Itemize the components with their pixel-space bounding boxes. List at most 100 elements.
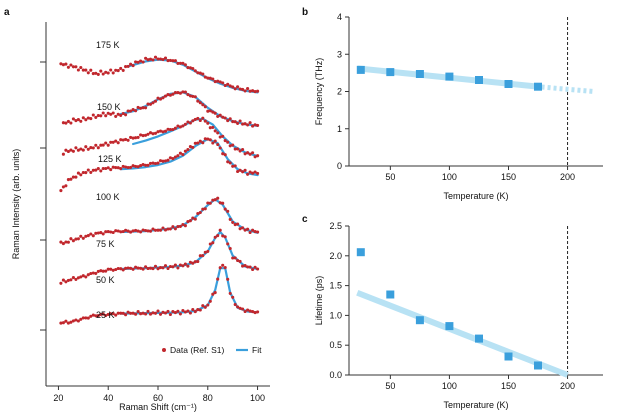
data-point [79,317,83,321]
data-point [176,124,180,128]
data-point [66,65,70,69]
data-point [129,165,133,169]
data-point [64,280,68,284]
data-point [139,266,143,270]
data-point [196,71,200,75]
data-point [166,227,170,231]
panel-c-x-tick-label: 50 [385,381,395,391]
data-point [208,138,212,142]
data-point [96,231,100,235]
data-point [153,55,158,59]
panel-b-x-axis-label: Temperature (K) [443,191,508,201]
data-point [231,220,235,224]
data-point [74,175,78,179]
data-point [241,122,245,126]
data-point [168,93,172,97]
data-point [76,171,80,175]
data-point [86,168,90,172]
data-point [59,62,63,66]
data-point [188,311,192,315]
data-point [111,312,115,316]
data-point [231,256,235,260]
data-point [206,303,210,307]
data-point [139,230,143,234]
data-point [203,119,207,123]
data-point [213,111,217,115]
data-point [64,62,68,66]
data-point [69,278,73,282]
data-point [193,310,197,314]
data-point [246,172,250,176]
data-point [124,113,128,117]
data-point [256,154,260,158]
data-point [139,106,143,110]
data-point [218,266,222,270]
data-point [69,320,73,324]
data-point [176,154,180,158]
data-point [168,128,172,132]
data-point [146,309,150,313]
data-point [186,309,190,313]
data-point [201,103,205,107]
data-point [124,165,128,169]
panel-c-x-tick-label: 100 [442,381,457,391]
data-point [206,249,210,253]
data-point [84,316,88,320]
data-point [233,87,237,91]
data-point [126,64,130,68]
a-x-tick-label: 80 [203,393,213,403]
data-point [161,130,165,134]
data-point [181,61,185,65]
data-point [81,170,85,175]
data-point [144,133,148,137]
data-point [176,91,180,95]
data-point [228,246,232,251]
data-point [183,122,187,126]
data-point [248,265,252,269]
data-point [79,147,83,151]
data-point [171,59,175,63]
data-point [141,311,145,315]
data-point [181,124,185,128]
data-point [101,143,105,147]
data-point [116,311,120,315]
data-point [208,201,212,205]
data-point [136,310,140,314]
data-point [114,229,118,233]
data-point [213,291,217,295]
data-point [161,226,165,230]
data-point [91,271,95,275]
data-point [109,140,113,144]
data-point [193,217,197,221]
fit-line [119,198,259,234]
data-point [221,152,225,156]
data-point [198,71,202,75]
data-point [203,250,207,254]
data-point [71,65,75,69]
data-point [84,118,88,122]
panel-b-y-tick-label: 0 [337,161,342,171]
data-point [121,68,125,72]
data-point [196,141,200,145]
a-x-tick-label: 60 [153,393,163,403]
data-point [233,302,237,307]
data-point [141,134,145,138]
data-point [86,316,90,320]
data-point [221,234,225,238]
data-point [216,142,220,147]
data-point [216,131,220,135]
data-point [109,168,113,172]
data-point [181,90,185,94]
data-point [76,68,80,72]
legend-data-marker [162,348,166,352]
data-point [223,83,227,88]
data-point [116,141,120,145]
data-point [221,81,225,85]
data-point [131,164,135,168]
fit-line [119,137,259,177]
data-point [104,269,108,273]
data-point [243,152,247,156]
data-point [129,135,133,139]
data-point [173,227,177,231]
panel-c-y-axis-label: Lifetime (ps) [314,276,324,326]
